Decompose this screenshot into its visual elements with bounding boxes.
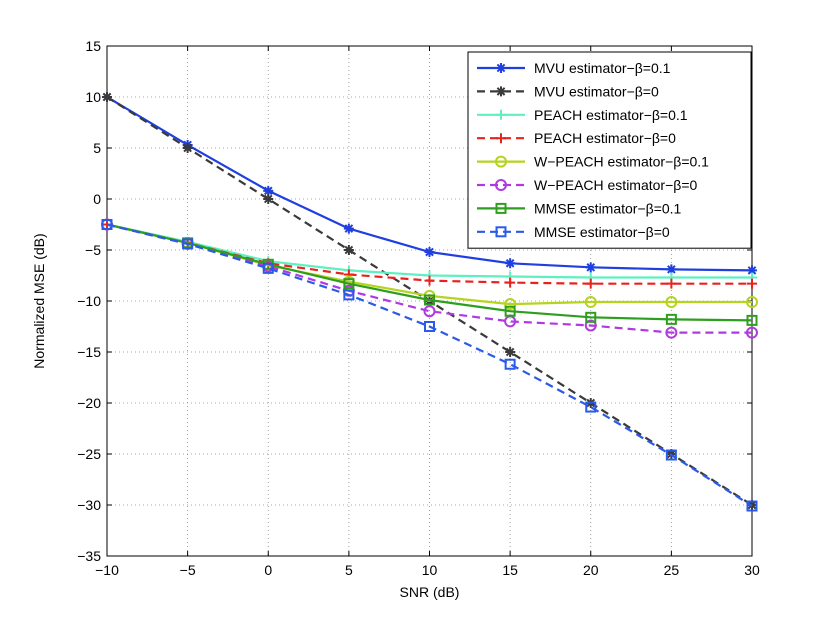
axis-ticks: −10 −5 0 5 10 15 20 25 30 −35 −30 −25 −20 −15 −10 −5 0 5 1… bbox=[77, 38, 760, 578]
legend-label: PEACH estimator−β=0.1 bbox=[534, 107, 688, 123]
marker-circle bbox=[423, 305, 436, 318]
series-line bbox=[106, 223, 753, 507]
marker-asterisk bbox=[747, 265, 757, 276]
x-tick-label: 25 bbox=[664, 562, 680, 578]
marker-square bbox=[262, 262, 274, 274]
legend-label: MVU estimator−β=0 bbox=[534, 83, 659, 99]
marker-asterisk bbox=[424, 247, 435, 258]
series-8 bbox=[101, 219, 758, 512]
marker-square bbox=[504, 358, 516, 370]
marker-square bbox=[665, 313, 677, 325]
marker-asterisk bbox=[102, 92, 112, 102]
y-axis-label: Normalized MSE (dB) bbox=[31, 233, 47, 368]
marker-asterisk bbox=[505, 258, 516, 269]
marker-asterisk bbox=[496, 63, 506, 73]
x-tick-label: −5 bbox=[180, 562, 196, 578]
legend-label: MMSE estimator−β=0.1 bbox=[534, 200, 682, 216]
marker-asterisk bbox=[263, 185, 274, 196]
x-tick-label: 0 bbox=[264, 562, 272, 578]
y-tick-label: 10 bbox=[85, 89, 101, 105]
marker-square bbox=[585, 401, 597, 413]
marker-square bbox=[665, 449, 677, 461]
marker-circle bbox=[584, 296, 597, 309]
marker-square bbox=[495, 226, 507, 238]
x-tick-label: 15 bbox=[502, 562, 518, 578]
marker-square bbox=[424, 294, 435, 306]
marker-asterisk bbox=[666, 264, 677, 275]
marker-circle bbox=[584, 319, 597, 332]
marker-plus bbox=[496, 109, 506, 120]
marker-square bbox=[101, 219, 113, 230]
marker-asterisk bbox=[496, 86, 506, 97]
y-tick-label: −10 bbox=[77, 293, 101, 309]
y-tick-label: 15 bbox=[85, 38, 101, 54]
marker-asterisk bbox=[343, 223, 354, 234]
x-axis-label: SNR (dB) bbox=[400, 584, 460, 600]
marker-asterisk bbox=[263, 194, 274, 204]
legend-label: MVU estimator−β=0.1 bbox=[534, 60, 671, 76]
marker-circle bbox=[495, 155, 507, 168]
marker-circle bbox=[746, 296, 758, 309]
marker-plus bbox=[343, 269, 354, 280]
x-tick-label: 30 bbox=[744, 562, 760, 578]
marker-square bbox=[746, 500, 758, 512]
x-tick-label: −10 bbox=[95, 562, 119, 578]
y-tick-label: −5 bbox=[85, 242, 101, 258]
marker-plus bbox=[747, 278, 757, 289]
y-tick-label: −20 bbox=[77, 395, 101, 411]
series-line bbox=[106, 223, 753, 322]
y-tick-label: 0 bbox=[93, 191, 101, 207]
marker-asterisk bbox=[343, 245, 354, 255]
marker-plus bbox=[424, 275, 435, 286]
y-tick-label: −25 bbox=[77, 446, 101, 462]
marker-circle bbox=[746, 326, 758, 339]
series-7 bbox=[101, 219, 758, 326]
marker-square bbox=[495, 202, 507, 214]
series-group bbox=[101, 92, 758, 512]
x-tick-label: 5 bbox=[345, 562, 353, 578]
marker-asterisk bbox=[505, 347, 516, 357]
marker-plus bbox=[585, 278, 596, 289]
y-tick-label: −30 bbox=[77, 497, 101, 513]
marker-circle bbox=[665, 296, 678, 309]
marker-asterisk bbox=[182, 143, 193, 153]
marker-square bbox=[343, 289, 355, 301]
x-tick-label: 20 bbox=[583, 562, 599, 578]
marker-plus bbox=[505, 277, 516, 288]
legend-box bbox=[467, 51, 752, 249]
series-1 bbox=[102, 92, 757, 276]
y-tick-label: −35 bbox=[77, 548, 101, 564]
legend-label: W−PEACH estimator−β=0.1 bbox=[534, 154, 709, 170]
legend: MVU estimator−β=0.1 MVU estimator−β=0 PEAC… bbox=[467, 51, 752, 249]
y-tick-label: −15 bbox=[77, 344, 101, 360]
marker-plus bbox=[496, 133, 506, 144]
marker-circle bbox=[495, 179, 507, 191]
marker-square bbox=[746, 314, 758, 326]
y-tick-label: 5 bbox=[93, 140, 101, 156]
marker-circle bbox=[504, 298, 517, 311]
marker-plus bbox=[666, 278, 677, 289]
legend-label: W−PEACH estimator−β=0 bbox=[534, 177, 697, 193]
marker-square bbox=[182, 238, 194, 250]
marker-square bbox=[343, 278, 355, 290]
legend-label: PEACH estimator−β=0 bbox=[534, 130, 676, 146]
marker-square bbox=[424, 321, 435, 332]
marker-circle bbox=[665, 326, 678, 339]
marker-square bbox=[585, 311, 597, 323]
marker-asterisk bbox=[585, 262, 596, 273]
marker-square bbox=[504, 305, 516, 317]
legend-label: MMSE estimator−β=0 bbox=[534, 224, 670, 240]
x-tick-label: 10 bbox=[422, 562, 438, 578]
